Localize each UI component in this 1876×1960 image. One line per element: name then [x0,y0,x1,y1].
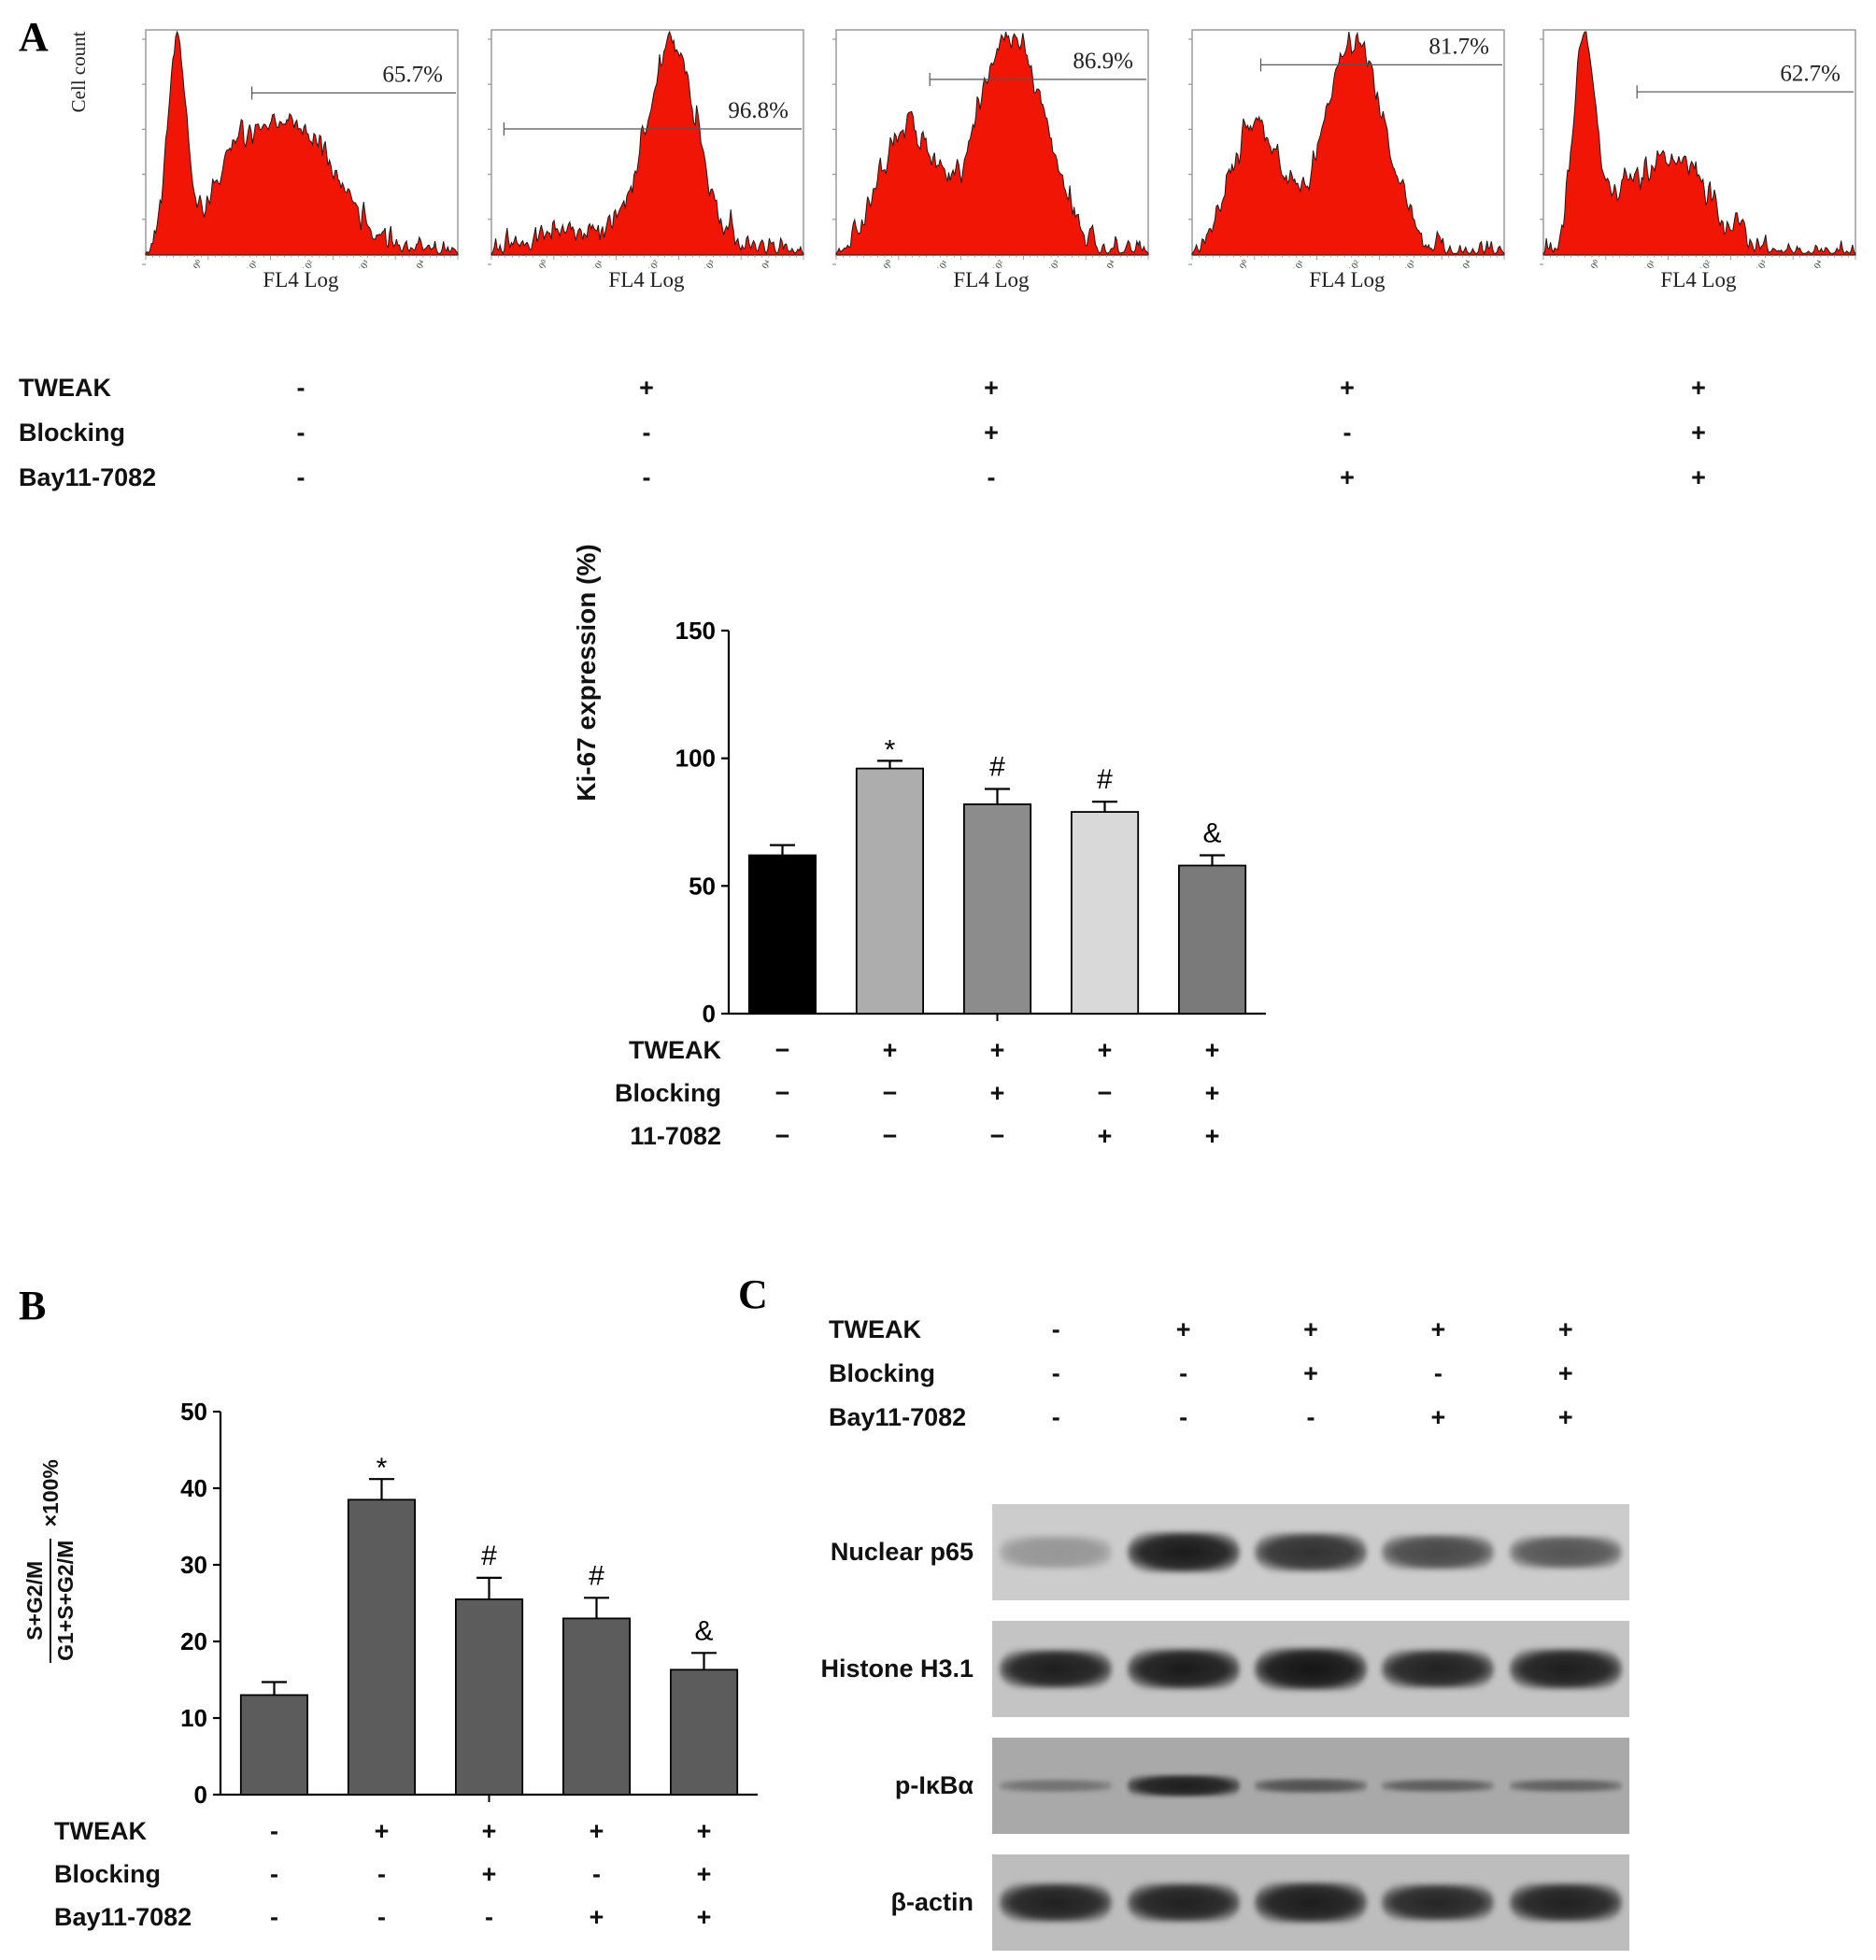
svg-text:30: 30 [180,1551,207,1579]
svg-text:10³: 10³ [702,259,718,268]
svg-text:#: # [589,1560,604,1591]
svg-text:150: 150 [675,617,716,645]
svg-text:10⁰: 10⁰ [533,257,551,268]
svg-text:#: # [989,752,1005,783]
svg-text:10⁴: 10⁴ [758,259,774,268]
svg-text:50: 50 [180,1398,207,1426]
svg-text:10³: 10³ [1046,259,1062,268]
svg-text:10⁴: 10⁴ [1810,259,1826,268]
svg-text:10¹: 10¹ [935,259,951,268]
svg-text:86.9%: 86.9% [1073,49,1133,74]
svg-text:&: & [1202,818,1221,849]
svg-text:10⁴: 10⁴ [1458,259,1474,268]
svg-text:10³: 10³ [1754,259,1769,268]
svg-text:10⁴: 10⁴ [1102,259,1118,268]
svg-text:10⁰: 10⁰ [1585,257,1603,268]
svg-text:96.8%: 96.8% [728,98,789,123]
svg-text:10¹: 10¹ [1642,259,1658,268]
svg-text:10¹: 10¹ [245,259,261,268]
svg-text:10: 10 [180,1704,207,1732]
svg-text:100: 100 [675,745,716,773]
svg-text:*: * [377,1453,388,1484]
svg-text:10²: 10² [301,259,317,268]
svg-text:10²: 10² [1347,259,1363,268]
svg-text:10¹: 10¹ [1291,259,1307,268]
svg-text:#: # [481,1541,497,1571]
svg-text:50: 50 [689,872,716,900]
svg-text:&: & [694,1615,713,1646]
svg-text:10²: 10² [991,259,1007,268]
svg-text:10¹: 10¹ [590,259,606,268]
svg-text:62.7%: 62.7% [1780,61,1840,86]
svg-text:*: * [885,734,896,765]
svg-text:10⁰: 10⁰ [1234,257,1252,268]
svg-text:20: 20 [180,1627,207,1655]
svg-text:10²: 10² [1698,259,1714,268]
svg-text:#: # [1097,764,1113,795]
svg-text:0: 0 [703,1000,716,1028]
svg-text:10⁰: 10⁰ [188,257,206,268]
svg-text:10⁴: 10⁴ [412,259,428,268]
svg-text:0: 0 [194,1781,207,1809]
svg-text:10²: 10² [647,259,662,268]
svg-text:10⁰: 10⁰ [878,257,896,268]
svg-text:81.7%: 81.7% [1428,34,1489,59]
svg-text:65.7%: 65.7% [382,63,443,88]
svg-text:10³: 10³ [356,259,372,268]
svg-text:40: 40 [180,1474,207,1502]
svg-text:10³: 10³ [1402,259,1418,268]
